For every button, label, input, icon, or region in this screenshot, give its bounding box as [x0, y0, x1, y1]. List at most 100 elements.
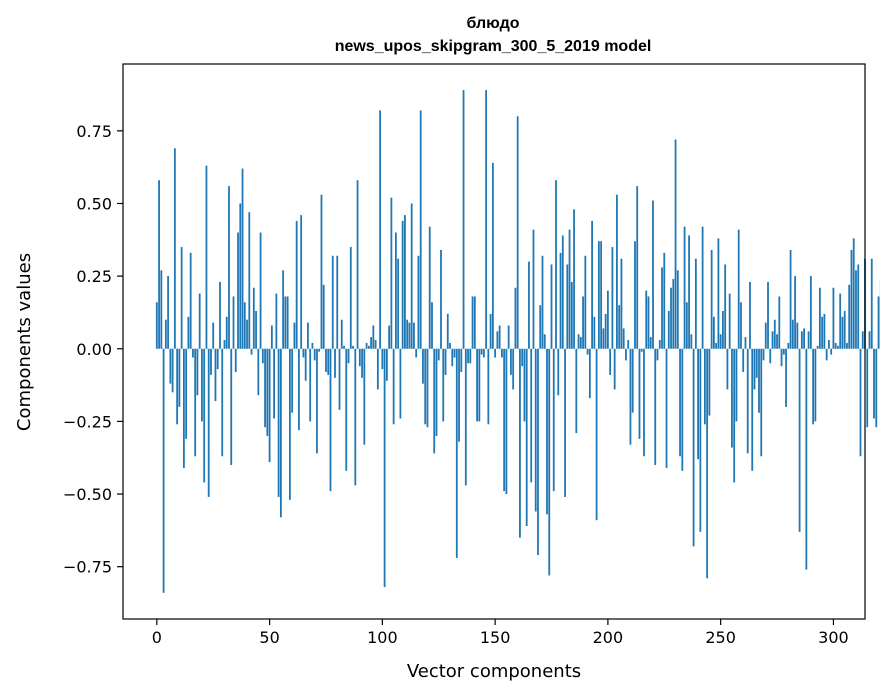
bar [185, 348, 188, 439]
bar [663, 252, 666, 349]
bar [248, 212, 251, 349]
bar [683, 226, 686, 349]
bar [715, 342, 718, 349]
bar [300, 215, 303, 349]
bar [277, 348, 280, 497]
bar [304, 348, 307, 381]
bar [694, 258, 697, 349]
bar [649, 337, 652, 349]
bar [573, 209, 575, 349]
bar [374, 340, 377, 349]
bar [313, 348, 316, 361]
bar [266, 348, 269, 436]
bar [789, 249, 792, 349]
bar [212, 322, 215, 349]
bar [731, 348, 733, 448]
bar [182, 348, 185, 468]
bar [521, 348, 524, 367]
bar [435, 348, 438, 436]
bar [661, 267, 663, 349]
bar [534, 348, 537, 512]
bar [857, 264, 860, 349]
bar [807, 331, 810, 349]
bar [214, 348, 217, 402]
bar [268, 348, 271, 463]
bar [298, 348, 300, 431]
bar [631, 348, 634, 413]
y-tick-label: −0.50 [63, 485, 112, 504]
bar [719, 334, 722, 349]
bar [489, 313, 492, 349]
bar [519, 348, 521, 538]
y-tick-label: 0.50 [76, 194, 112, 213]
bar [821, 316, 824, 349]
bar [485, 90, 487, 349]
bar [158, 180, 160, 349]
bar [433, 348, 436, 454]
bar [325, 348, 327, 373]
bar [510, 348, 512, 375]
bar [873, 348, 875, 419]
bar [647, 296, 650, 349]
bar [399, 348, 402, 419]
bar [167, 276, 169, 349]
bar [334, 348, 336, 378]
bar [618, 305, 621, 349]
bar [643, 348, 645, 457]
bar [582, 296, 584, 349]
bar [579, 337, 582, 349]
bar [431, 302, 433, 349]
bar [279, 348, 282, 518]
bar [791, 319, 794, 349]
bar [446, 313, 449, 349]
bar [473, 296, 476, 349]
bar [458, 348, 460, 442]
bar [814, 348, 817, 422]
bar [785, 348, 787, 407]
bar [746, 348, 749, 454]
bar [354, 348, 357, 486]
bar [586, 348, 589, 355]
bar [442, 348, 445, 422]
bar [523, 348, 526, 422]
bar [243, 302, 246, 349]
bar [189, 252, 192, 349]
bar [681, 348, 684, 471]
bar [460, 348, 463, 373]
bar [559, 252, 562, 349]
bar [859, 348, 862, 457]
bar [616, 194, 618, 349]
bar [390, 197, 393, 349]
bar [273, 348, 275, 419]
bar [255, 310, 257, 349]
bar [307, 322, 309, 349]
bar [568, 229, 571, 349]
plot-frame [122, 63, 866, 620]
bar [372, 325, 375, 349]
bar [512, 348, 515, 390]
bar [440, 249, 442, 349]
bar [640, 348, 643, 352]
bar [500, 348, 503, 358]
bar [176, 348, 179, 425]
bar [690, 334, 693, 349]
bar [259, 232, 262, 349]
bar [706, 348, 709, 579]
bar [588, 348, 591, 399]
bar [609, 348, 612, 375]
bar [329, 348, 332, 492]
bar [462, 90, 465, 349]
bar [710, 249, 713, 349]
bar [164, 319, 167, 349]
bar [848, 284, 851, 349]
bar [498, 325, 501, 349]
y-tick-label: 0.00 [76, 340, 112, 359]
bar [561, 235, 564, 349]
bar [557, 348, 560, 396]
bar [532, 229, 535, 349]
bar [737, 229, 740, 349]
bar [830, 348, 833, 355]
bar [548, 348, 551, 576]
bar [868, 331, 871, 349]
bar [367, 345, 370, 349]
